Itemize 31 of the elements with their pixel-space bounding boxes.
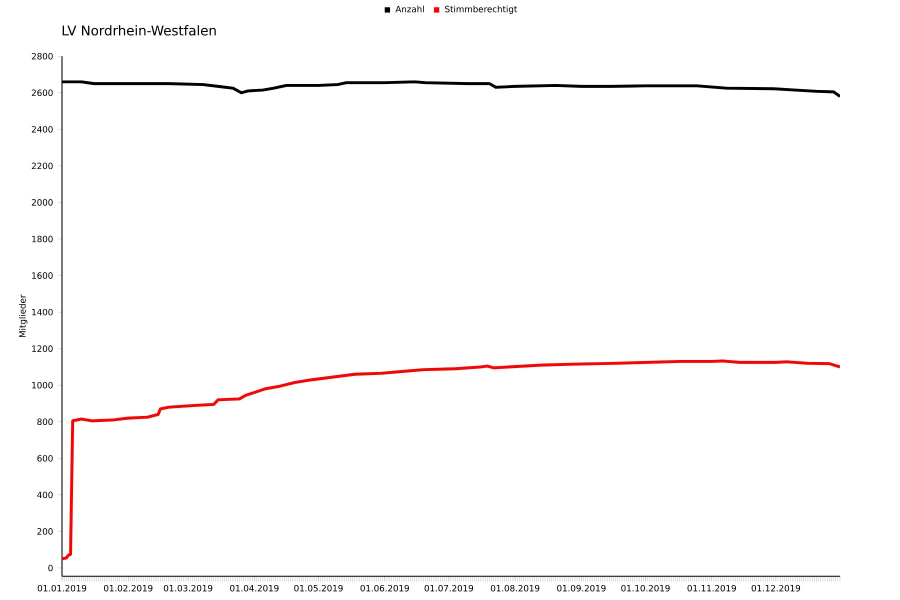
- x-tick-label: 01.12.2019: [752, 584, 800, 592]
- y-tick-label: 2000: [32, 199, 53, 206]
- y-tick-label: 1400: [32, 308, 53, 316]
- y-tick-label: 1200: [32, 345, 53, 352]
- legend-label: Anzahl: [395, 6, 424, 12]
- y-tick-label: 2200: [32, 162, 53, 170]
- y-tick-label: 2800: [32, 52, 53, 60]
- y-tick-label: 1600: [32, 272, 53, 279]
- y-axis-title: Mitglieder: [19, 294, 28, 338]
- x-tick-label: 01.01.2019: [38, 584, 86, 592]
- x-tick-label: 01.09.2019: [557, 584, 606, 592]
- y-tick-label: 0: [48, 564, 53, 572]
- y-tick-label: 600: [37, 455, 53, 462]
- x-tick-label: 01.08.2019: [490, 584, 540, 592]
- x-tick-label: 01.11.2019: [688, 584, 736, 592]
- x-tick-label: 01.10.2019: [621, 584, 670, 592]
- y-tick-label: 1800: [32, 236, 53, 242]
- x-tick-label: 01.05.2019: [294, 584, 343, 592]
- x-tick-label: 01.03.2019: [164, 584, 212, 592]
- y-tick-label: 200: [37, 528, 53, 535]
- y-tick-label: 800: [37, 418, 53, 426]
- y-tick-label: 2400: [32, 126, 53, 133]
- x-tick-label: 01.02.2019: [104, 584, 152, 592]
- y-tick-label: 2600: [32, 90, 53, 96]
- legend-label: Stimmberechtigt: [445, 6, 518, 14]
- y-tick-label: 400: [37, 492, 53, 498]
- x-tick-label: 01.04.2019: [230, 584, 279, 592]
- x-tick-label: 01.06.2019: [360, 584, 409, 592]
- chart-title: LV Nordrhein-Westfalen: [62, 25, 216, 36]
- y-tick-label: 1000: [32, 382, 53, 388]
- x-tick-label: 01.07.2019: [424, 584, 474, 592]
